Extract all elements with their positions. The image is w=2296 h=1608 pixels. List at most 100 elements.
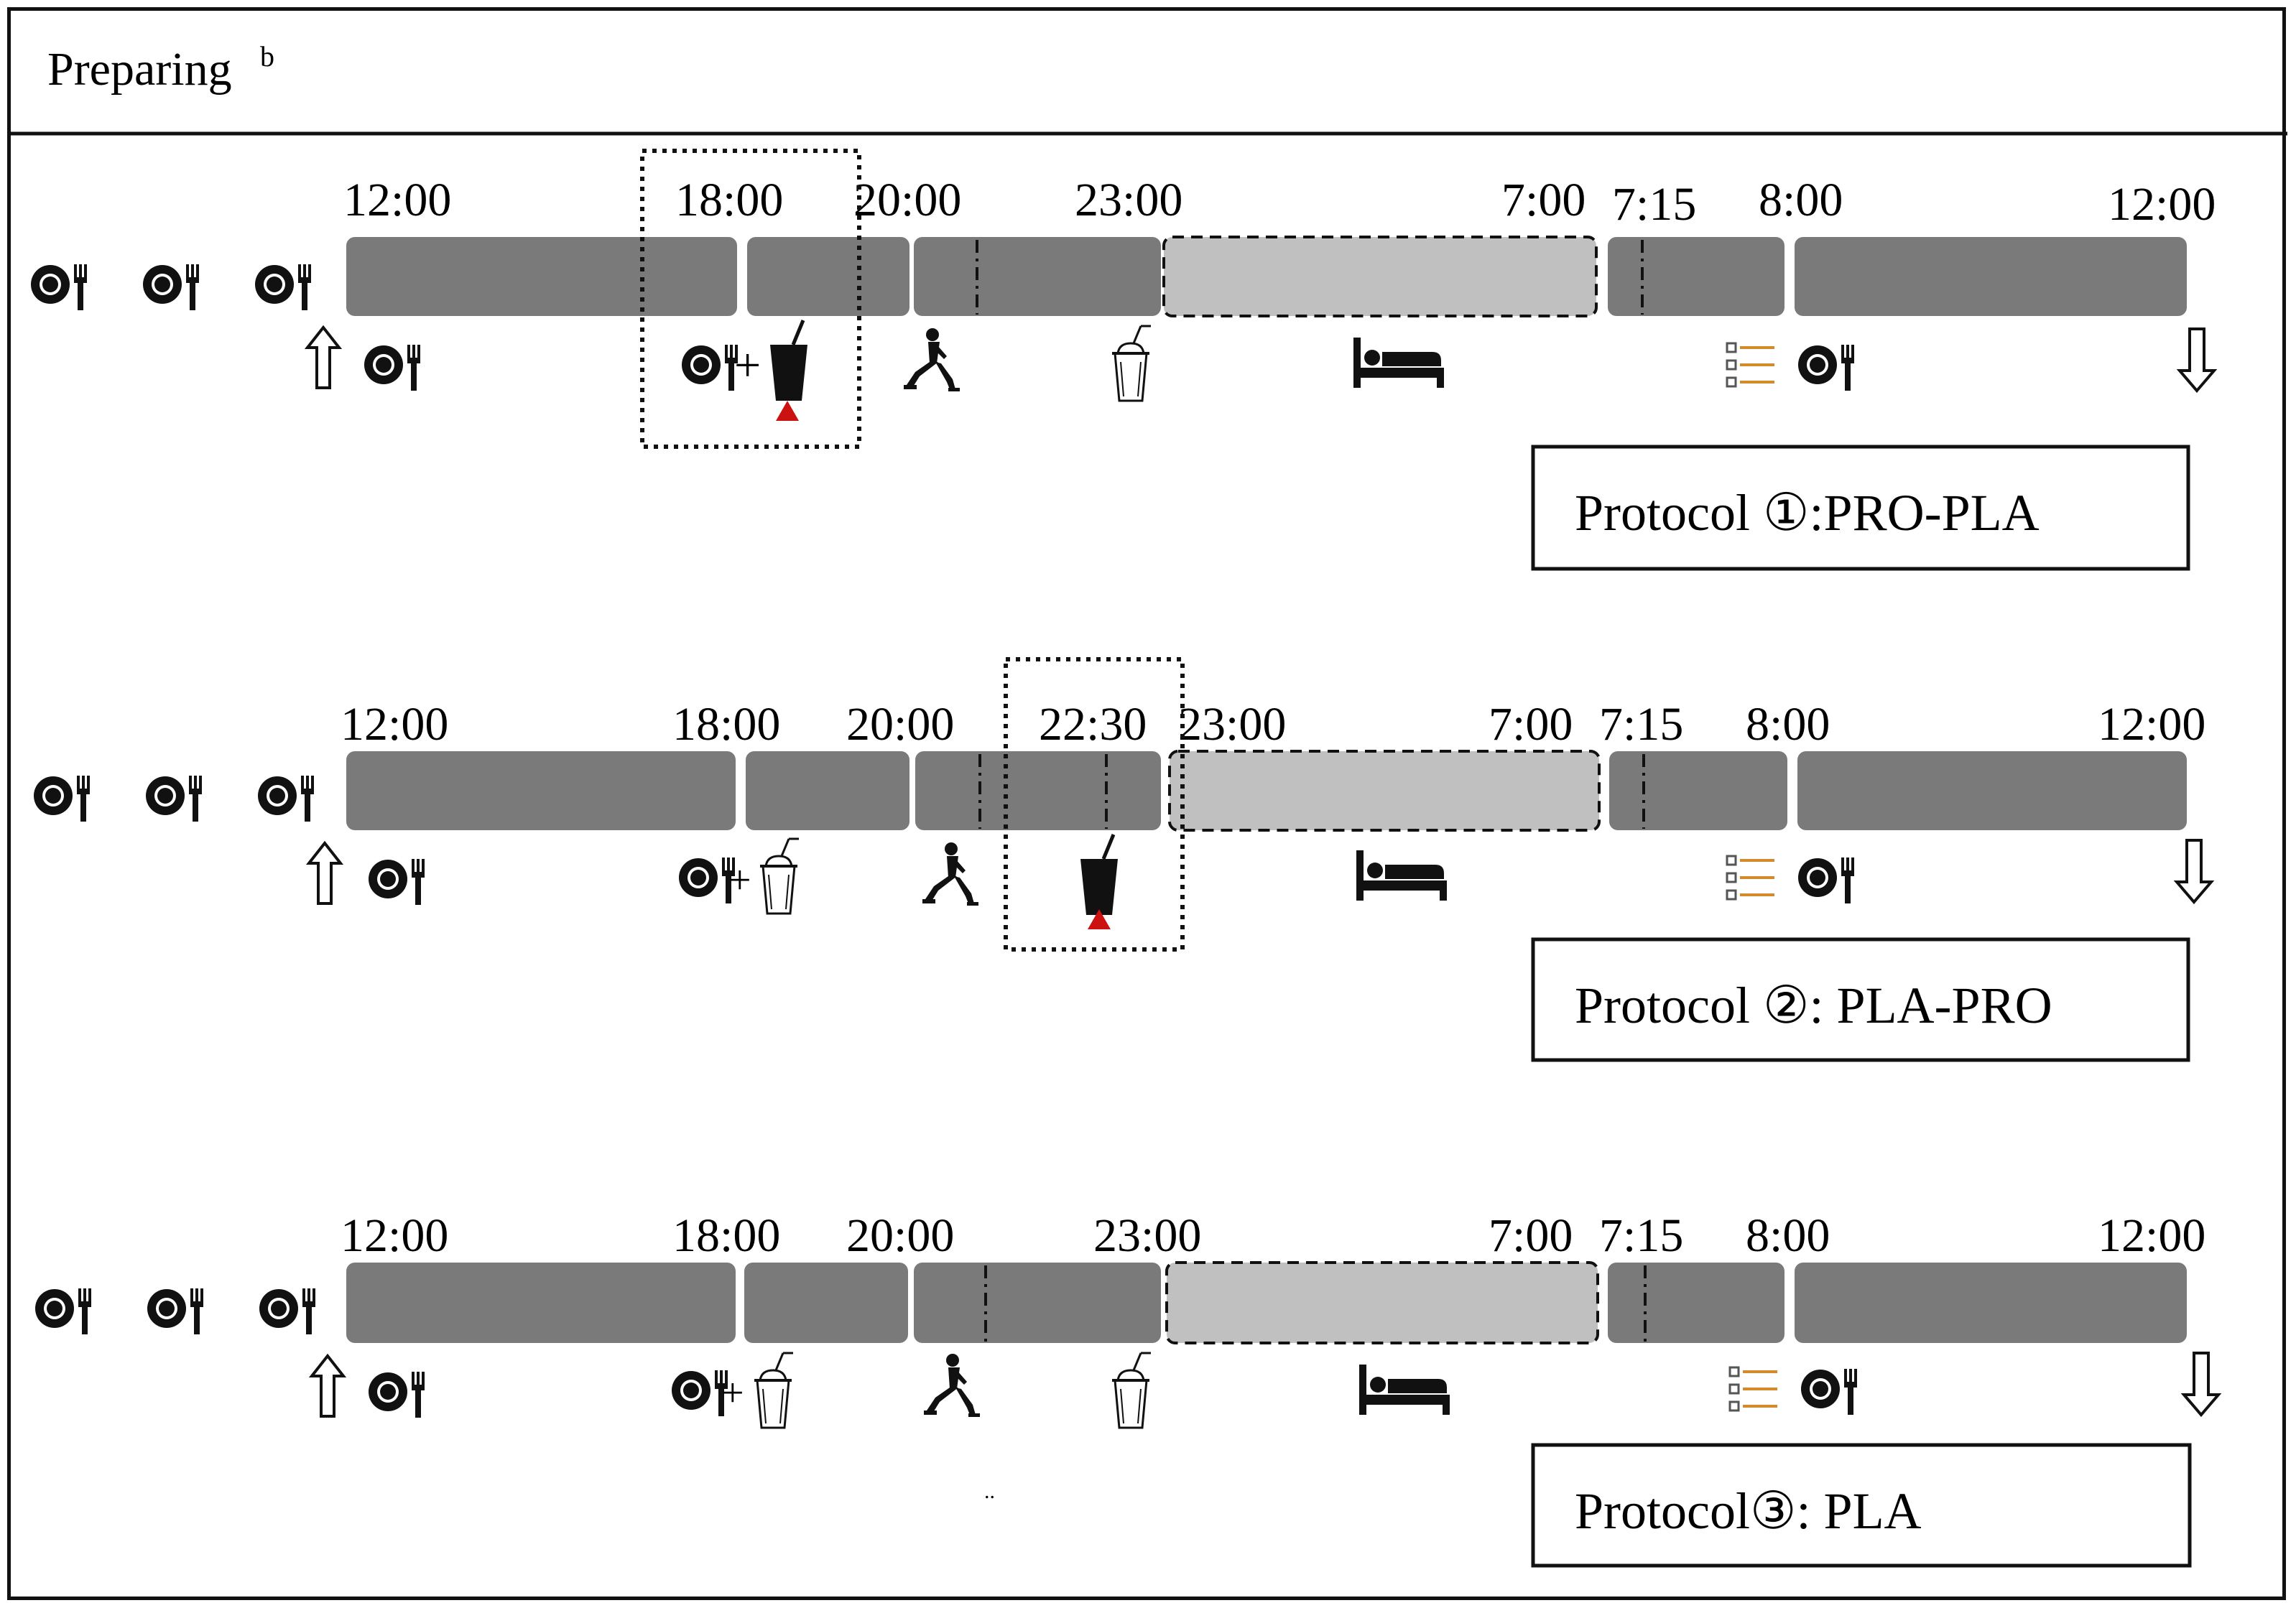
questionnaire-icon [1728, 1366, 1779, 1412]
time-label: 12:00 [2098, 1209, 2205, 1262]
time-label: 12:00 [2098, 698, 2205, 750]
plate-fork-icon [147, 1288, 203, 1334]
timeline-segment [746, 751, 909, 830]
time-label: 18:00 [672, 1209, 780, 1262]
header-superscript: b [260, 40, 274, 73]
plate-fork-icon [369, 859, 425, 905]
lunge-exercise-icon [924, 1354, 980, 1417]
time-label: 7:00 [1489, 1209, 1573, 1262]
stray-mark: .. [984, 1479, 995, 1503]
plate-fork-icon [1801, 1369, 1857, 1415]
timeline-segment [346, 751, 736, 830]
time-label: 12:00 [341, 698, 448, 750]
plate-fork-icon [679, 858, 735, 903]
figure-frame [7, 7, 2286, 1600]
protocol-2-timeline-bars [346, 750, 2187, 832]
plus-icon: + [728, 858, 751, 903]
protocol-2-row: 12:00 18:00 20:00 22:30 23:00 7:00 7:15 … [34, 657, 2213, 1062]
time-label: 8:00 [1759, 174, 1843, 226]
plate-fork-icon [259, 1288, 315, 1334]
timeline-segment [1608, 237, 1785, 316]
plate-fork-icon [369, 1372, 425, 1418]
time-label: 8:00 [1746, 698, 1830, 750]
timeline-segment [914, 1263, 1161, 1343]
protocol-3-label: Protocol③: PLA [1575, 1482, 1922, 1540]
plus-icon: + [734, 339, 761, 391]
plate-fork-icon [1798, 858, 1854, 903]
timeline-segment [744, 1263, 908, 1343]
timeline-segment [1797, 751, 2187, 830]
protocol-1-row: 12:00 18:00 20:00 23:00 7:00 7:15 8:00 1… [31, 149, 2216, 571]
plate-fork-icon [146, 776, 202, 822]
timeline-segment [747, 237, 909, 316]
placebo-cup-icon [753, 1352, 795, 1429]
time-label: 7:00 [1501, 174, 1586, 226]
time-label: 20:00 [846, 698, 954, 750]
timeline-segment [346, 237, 737, 316]
bed-icon [1359, 1365, 1450, 1415]
protocol-1-time-labels: 12:00 18:00 20:00 23:00 7:00 7:15 8:00 1… [343, 174, 2216, 231]
time-label: 7:15 [1612, 178, 1696, 231]
lunge-exercise-icon [922, 842, 978, 906]
time-label: 7:00 [1489, 698, 1573, 750]
plate-fork-icon [258, 776, 314, 822]
time-label: 20:00 [846, 1209, 954, 1262]
down-arrow-icon [2182, 1352, 2220, 1416]
supplement-marker-icon [1088, 909, 1111, 929]
supplement-marker-icon [776, 401, 799, 421]
plate-fork-icon [1798, 345, 1854, 391]
protocol-2-icons: + [34, 776, 2213, 929]
up-arrow-icon [307, 842, 342, 905]
protocol-3-icons: + [35, 1288, 2220, 1429]
up-arrow-icon [310, 1354, 345, 1418]
plate-fork-icon [31, 264, 87, 310]
sleep-segment [1165, 1261, 1599, 1344]
protocol-1-label: Protocol ①:PRO-PLA [1575, 484, 2040, 542]
sleep-segment [1168, 750, 1601, 832]
protein-drink-icon [770, 320, 807, 401]
time-label: 23:00 [1093, 1209, 1201, 1262]
time-label: 23:00 [1178, 698, 1286, 750]
time-label: 7:15 [1599, 1209, 1683, 1262]
protocol-2-label: Protocol ②: PLA-PRO [1575, 977, 2052, 1034]
bed-icon [1353, 338, 1444, 388]
protocol-1-highlight-box [640, 149, 861, 449]
questionnaire-icon [1726, 342, 1776, 388]
time-label: 8:00 [1746, 1209, 1830, 1262]
protocol-2-time-labels: 12:00 18:00 20:00 22:30 23:00 7:00 7:15 … [341, 698, 2205, 750]
time-label: 12:00 [341, 1209, 448, 1262]
protocol-2-label-box [1531, 937, 2190, 1062]
plate-fork-icon [35, 1288, 91, 1334]
placebo-cup-icon [759, 837, 800, 915]
time-label: 18:00 [672, 698, 780, 750]
down-arrow-icon [2178, 327, 2216, 392]
protocol-3-timeline-bars [346, 1261, 2187, 1344]
protocol-1-timeline-bars [346, 236, 2187, 317]
timeline-segment [1609, 751, 1787, 830]
timeline-segment [1608, 1263, 1785, 1343]
time-label: 18:00 [675, 174, 783, 226]
timeline-segment [1795, 1263, 2187, 1343]
lunge-exercise-icon [904, 328, 960, 391]
time-label: 20:00 [853, 174, 961, 226]
timeline-segment [1795, 237, 2187, 316]
plus-icon: + [721, 1371, 744, 1416]
time-label: 12:00 [2108, 178, 2216, 231]
timeline-segment [914, 237, 1161, 316]
down-arrow-icon [2175, 839, 2213, 903]
protein-drink-icon [1080, 835, 1118, 915]
protocol-1-icons: + [31, 264, 2216, 421]
time-label: 23:00 [1075, 174, 1182, 226]
time-label: 12:00 [343, 174, 451, 226]
plate-fork-icon [255, 264, 311, 310]
questionnaire-icon [1726, 855, 1776, 901]
protocol-3-label-box [1531, 1443, 2192, 1568]
plate-fork-icon [143, 264, 199, 310]
plate-fork-icon [34, 776, 90, 822]
protocol-3-row: 12:00 18:00 20:00 23:00 7:00 7:15 8:00 1… [35, 1209, 2220, 1568]
protocol-1-label-box [1531, 445, 2190, 571]
time-label: 7:15 [1599, 698, 1683, 750]
placebo-cup-icon [1111, 1352, 1152, 1429]
time-label: 22:30 [1039, 698, 1147, 750]
